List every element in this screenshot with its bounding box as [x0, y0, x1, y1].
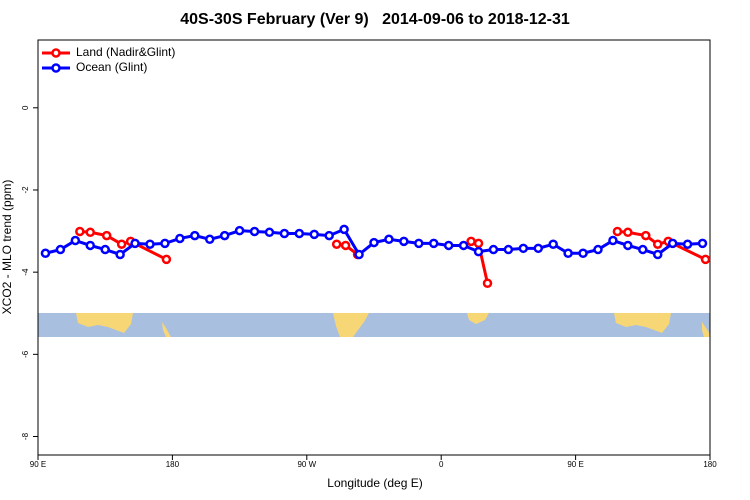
- legend-marker: [51, 63, 61, 73]
- x-tick-label: 90 E: [30, 460, 46, 469]
- y-tick-label: 0: [21, 105, 30, 110]
- plot-frame: [37, 39, 711, 456]
- data-point: [384, 234, 394, 245]
- data-point: [279, 228, 290, 239]
- x-tick-label: 90 W: [297, 460, 316, 469]
- x-tick-label: 90 E: [567, 460, 583, 469]
- y-axis-label: XCO2 - MLO trend (ppm): [0, 180, 14, 315]
- data-point: [264, 227, 275, 238]
- data-point: [533, 243, 544, 254]
- data-point: [369, 237, 379, 248]
- data-point: [608, 235, 618, 246]
- y-tick-label: -4: [21, 268, 30, 276]
- map-strip: [38, 313, 710, 337]
- legend-label: Land (Nadir&Glint): [76, 45, 175, 59]
- data-point: [518, 243, 529, 254]
- x-tick-label: 180: [166, 460, 180, 469]
- y-tick-label: -6: [21, 350, 30, 358]
- data-point: [85, 240, 96, 251]
- data-point: [623, 227, 633, 238]
- data-point: [75, 226, 85, 237]
- data-point: [641, 230, 651, 241]
- data-point: [116, 239, 127, 249]
- data-point: [623, 240, 633, 251]
- data-point: [563, 248, 573, 259]
- data-point: [190, 230, 200, 241]
- data-point: [115, 249, 125, 260]
- data-point: [40, 248, 51, 259]
- chart-title: 40S-30S February (Ver 9) 2014-09-06 to 2…: [180, 11, 570, 28]
- data-point: [160, 238, 170, 249]
- data-point: [219, 230, 230, 241]
- data-point: [638, 244, 648, 255]
- data-point: [70, 235, 81, 246]
- data-point: [612, 226, 623, 237]
- data-point: [175, 233, 185, 244]
- data-point: [682, 239, 693, 249]
- data-point: [204, 234, 215, 245]
- data-point: [443, 240, 454, 251]
- data-point: [324, 230, 334, 241]
- data-point: [548, 239, 558, 249]
- data-point: [578, 248, 588, 259]
- data-point: [667, 238, 678, 249]
- data-point: [294, 228, 305, 239]
- x-tick-label: 0: [439, 460, 444, 469]
- data-point: [652, 239, 663, 249]
- data-point: [100, 244, 110, 255]
- data-point: [466, 236, 476, 247]
- data-point: [414, 238, 424, 249]
- data-point: [234, 225, 245, 236]
- data-point: [331, 239, 342, 249]
- data-point: [700, 254, 711, 265]
- data-point: [428, 238, 439, 249]
- data-point: [340, 240, 351, 251]
- data-point: [309, 229, 320, 240]
- data-point: [458, 240, 469, 251]
- data-point: [145, 239, 155, 249]
- data-point: [593, 244, 603, 255]
- data-point: [101, 230, 112, 241]
- y-tick-label: -2: [21, 186, 30, 194]
- y-tick-label: -8: [21, 432, 30, 440]
- legend-marker: [51, 48, 61, 58]
- data-point: [473, 238, 484, 249]
- data-point: [652, 249, 663, 260]
- data-point: [399, 236, 409, 247]
- data-point: [339, 224, 349, 235]
- data-point: [85, 227, 96, 238]
- data-point: [130, 238, 140, 249]
- data-point: [482, 278, 493, 288]
- data-point: [354, 249, 364, 260]
- data-point: [503, 244, 514, 255]
- data-point: [697, 238, 708, 249]
- data-point: [473, 246, 484, 257]
- data-point: [161, 254, 172, 265]
- legend-label: Ocean (Glint): [76, 60, 147, 74]
- data-point: [488, 244, 499, 255]
- x-tick-label: 180: [703, 460, 717, 469]
- data-point: [249, 226, 260, 237]
- data-point: [55, 244, 66, 255]
- x-axis-label: Longitude (deg E): [327, 476, 422, 490]
